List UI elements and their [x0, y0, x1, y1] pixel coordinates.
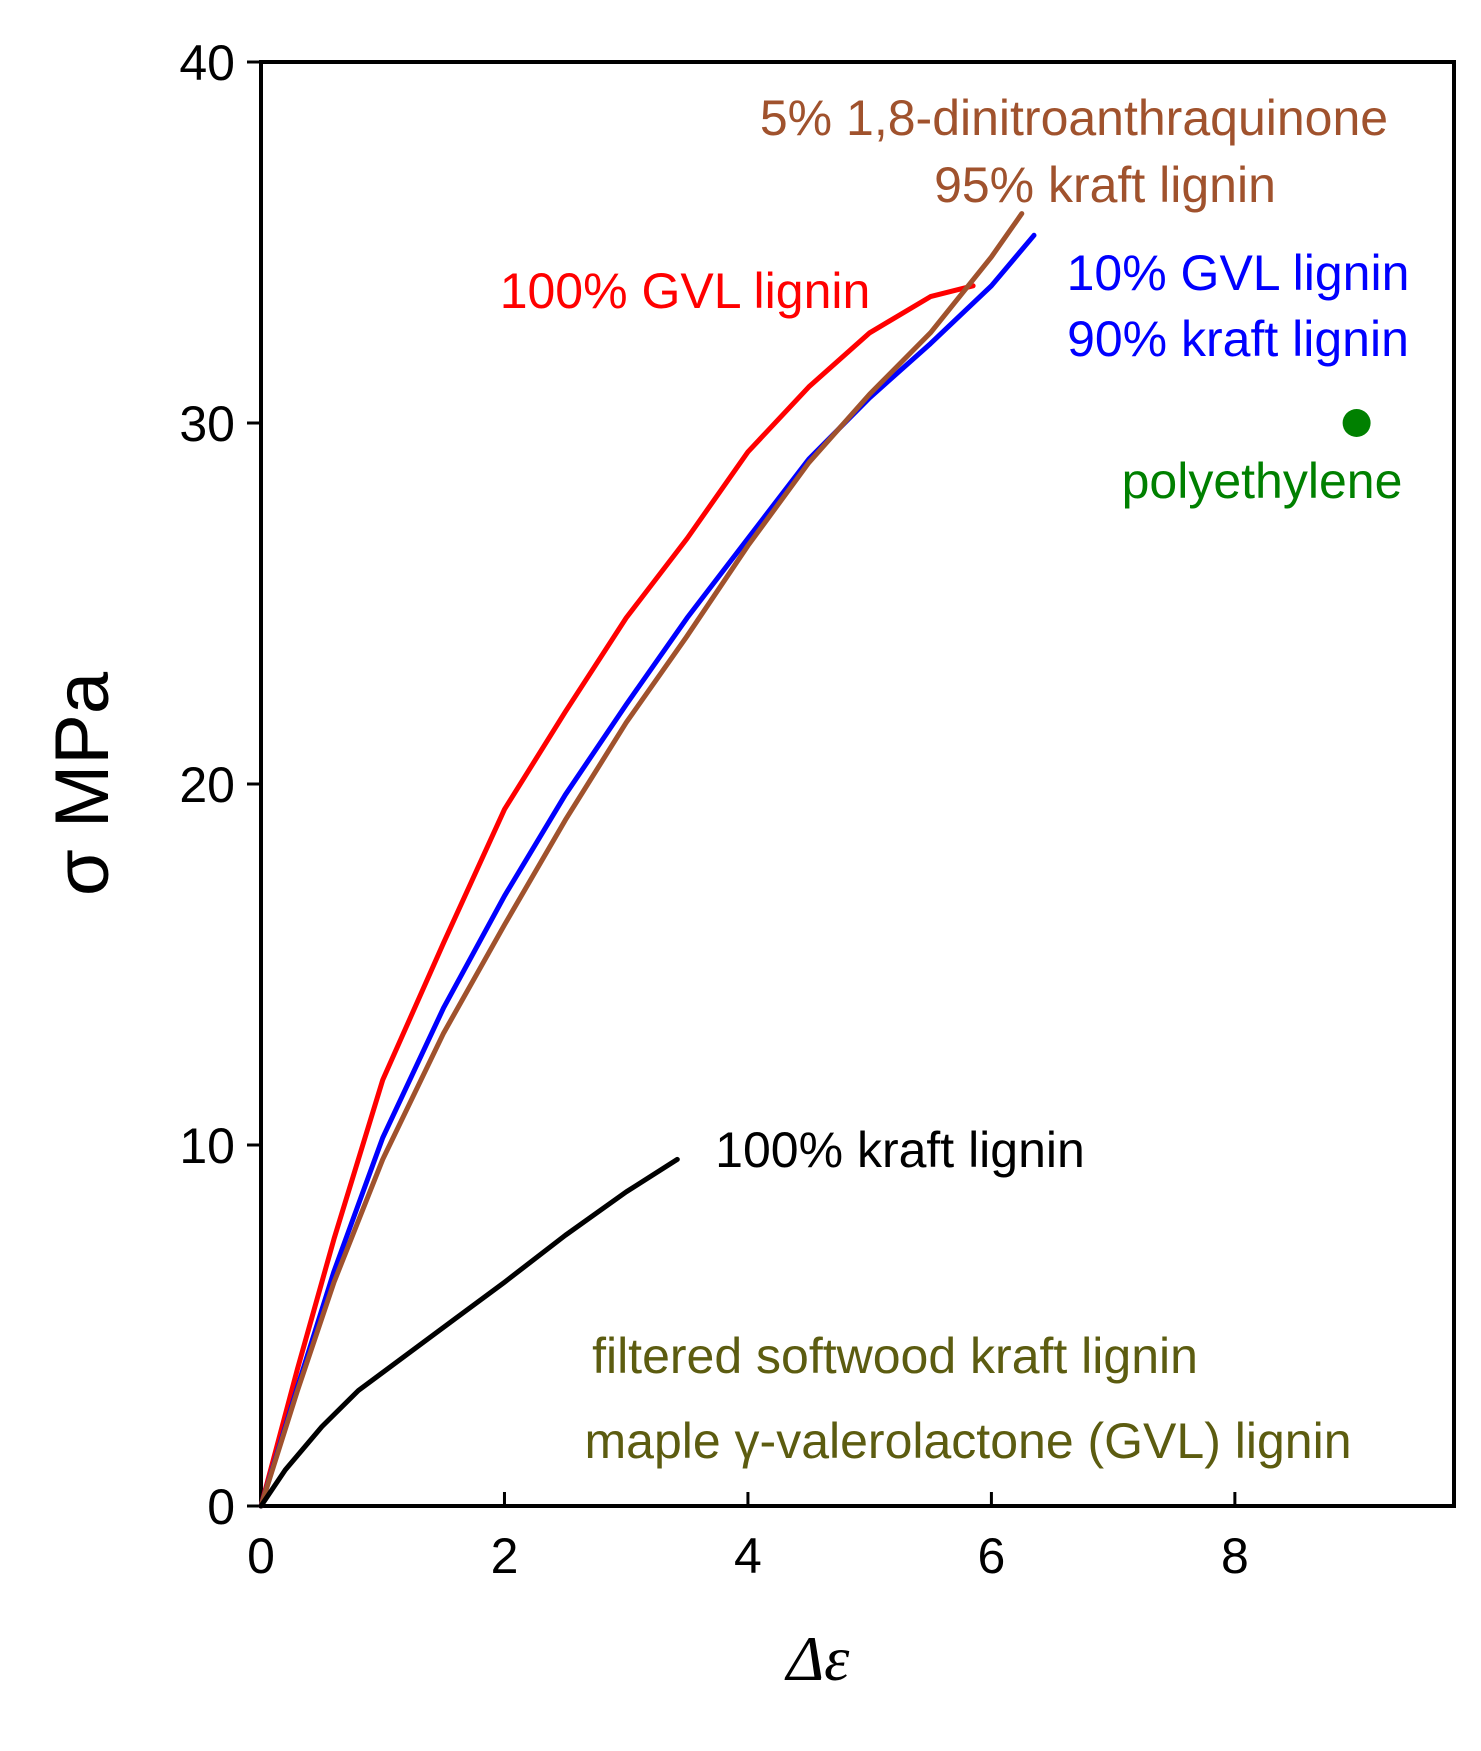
annotation-dnaq-line1: 5% 1,8-dinitroanthraquinone: [760, 90, 1388, 146]
points-group: [1342, 409, 1371, 437]
x-axis-label: Δε: [784, 1623, 851, 1694]
annotation-gvl10-line1: 10% GVL lignin: [1067, 245, 1410, 301]
series-group: [258, 211, 1037, 1509]
series-line-0: [258, 283, 976, 1509]
x-tick-label-4: 4: [734, 1528, 762, 1584]
annotation-gvl10-line2: 90% kraft lignin: [1067, 311, 1409, 367]
axis-ticks: 0 2 4 6 8 0 10 20 30 40: [179, 35, 1248, 1584]
y-tick-label-10: 10: [179, 1118, 235, 1174]
annotation-legend-line2: maple γ-valerolactone (GVL) lignin: [584, 1413, 1351, 1469]
x-tick-label-2: 2: [491, 1528, 519, 1584]
y-tick-label-20: 20: [179, 757, 235, 813]
annotation-legend-line1: filtered softwood kraft lignin: [592, 1328, 1198, 1384]
series-line-1: [258, 232, 1037, 1509]
annotation-dnaq-line2: 95% kraft lignin: [934, 157, 1276, 213]
y-axis-label: σ MPa: [40, 671, 125, 896]
annotation-gvl100: 100% GVL lignin: [500, 263, 871, 319]
annotation-polyethylene: polyethylene: [1122, 453, 1403, 509]
series-line-3: [258, 1156, 680, 1509]
x-tick-label-8: 8: [1221, 1528, 1249, 1584]
x-tick-label-0: 0: [247, 1528, 275, 1584]
series-line-2: [258, 211, 1025, 1509]
x-tick-label-6: 6: [978, 1528, 1006, 1584]
y-tick-label-30: 30: [179, 396, 235, 452]
y-tick-label-40: 40: [179, 35, 235, 91]
point-polyethylene: [1342, 409, 1371, 437]
annotations: 5% 1,8-dinitroanthraquinone 95% kraft li…: [500, 90, 1410, 1469]
annotation-kraft100: 100% kraft lignin: [715, 1122, 1085, 1178]
y-tick-label-0: 0: [207, 1479, 235, 1535]
